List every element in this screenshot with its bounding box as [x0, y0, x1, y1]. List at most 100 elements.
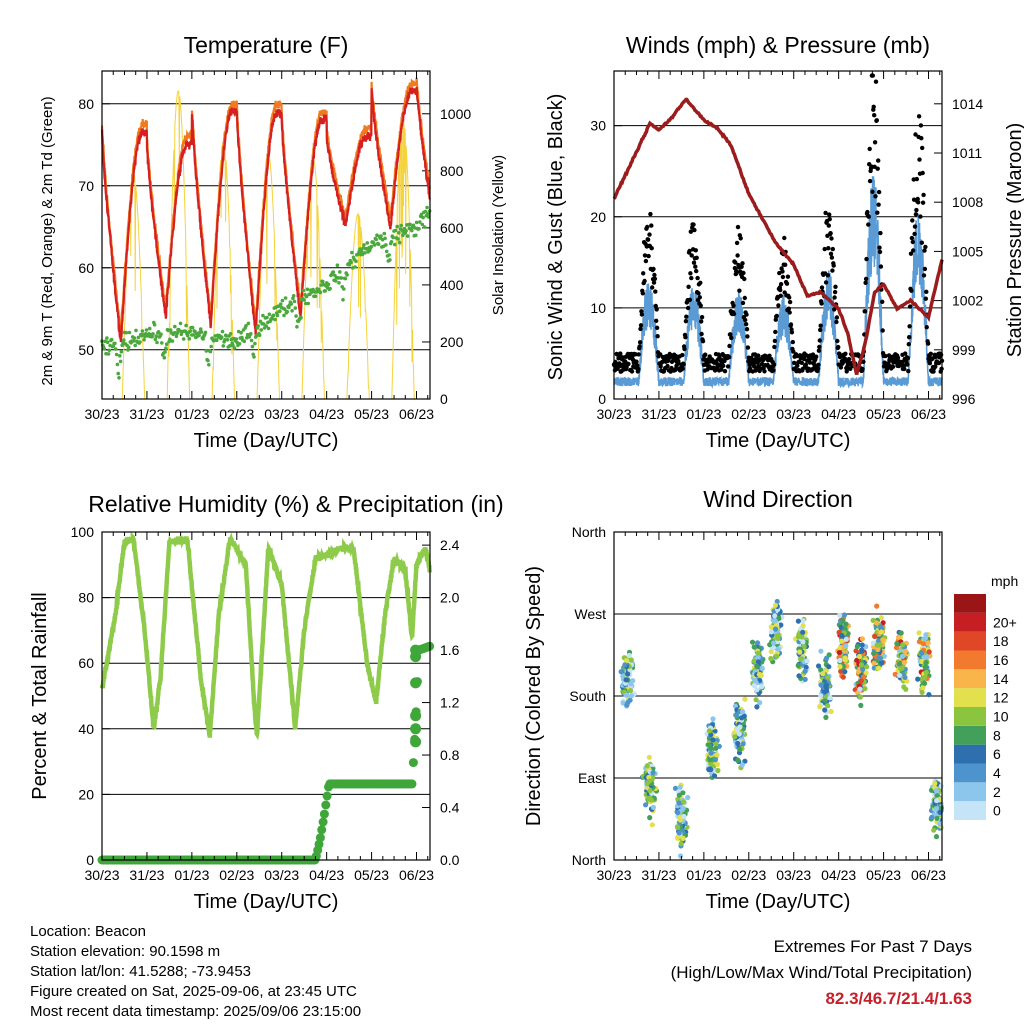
x-tick-label: 02/23 [731, 867, 766, 883]
direction-point [676, 830, 682, 836]
precip-point [410, 723, 422, 735]
plot-frame [101, 70, 431, 400]
gust-point [807, 360, 813, 365]
gust-point [699, 315, 705, 320]
x-tick-label: 02/23 [219, 867, 254, 883]
direction-point [919, 650, 925, 656]
dewpoint-point [170, 339, 175, 343]
x-tick-label: 02/23 [731, 406, 766, 422]
direction-point [734, 727, 740, 733]
dewpoint-point [295, 325, 299, 329]
direction-point [892, 671, 898, 677]
gust-point [778, 282, 784, 287]
direction-point [796, 673, 802, 679]
direction-point [824, 688, 830, 694]
gust-point [914, 176, 919, 182]
gust-point [698, 303, 703, 308]
dewpoint-point [393, 242, 397, 247]
direction-point [677, 784, 683, 791]
gust-point [652, 276, 658, 281]
dewpoint-point [374, 237, 379, 242]
gust-point [907, 324, 912, 329]
direction-point [881, 653, 887, 659]
y-tick-label: 0 [86, 852, 94, 868]
direction-point [923, 660, 929, 666]
direction-point [872, 633, 878, 640]
gust-point [795, 363, 800, 368]
direction-point [871, 660, 877, 667]
dewpoint-point [184, 323, 188, 328]
dewpoint-point [252, 355, 256, 359]
direction-point [757, 700, 763, 706]
gust-point [637, 344, 642, 349]
direction-point [897, 660, 904, 667]
x-tick-label: 31/23 [641, 406, 676, 422]
dewpoint-point [384, 243, 388, 247]
gust-point [790, 339, 795, 345]
dewpoint-point [221, 344, 226, 348]
gust-point [742, 276, 747, 282]
gust-point [740, 261, 745, 266]
gust-point [648, 211, 653, 217]
gust-point [872, 140, 878, 145]
dewpoint-point [134, 328, 138, 333]
direction-point [618, 669, 624, 675]
dewpoint-point [349, 260, 353, 265]
gust-point [737, 288, 742, 293]
gust-point [654, 318, 659, 323]
gust-point [866, 214, 871, 219]
direction-point [856, 653, 863, 660]
y-tick-label: 60 [78, 655, 94, 671]
precip-point [317, 825, 327, 835]
dewpoint-point [105, 340, 110, 345]
x-tick-label: 30/23 [596, 867, 631, 883]
gust-point [799, 360, 804, 365]
gust-point [923, 296, 928, 301]
x-tick-label: 30/23 [84, 867, 119, 883]
direction-point [898, 630, 904, 636]
dewpoint-point [107, 348, 112, 353]
y-tick-label: 0 [598, 391, 606, 407]
y-right-tick-label: 400 [440, 277, 464, 293]
direction-point [922, 680, 928, 686]
direction-point [843, 621, 849, 627]
direction-point [803, 664, 809, 670]
gust-point [818, 323, 823, 328]
gust-point [823, 280, 829, 285]
gust-point [743, 317, 748, 323]
direction-point [754, 640, 761, 646]
dewpoint-point [109, 337, 114, 342]
gust-point [693, 248, 698, 253]
colorbar: mph 0 2 4 6 8 10 12 14 16 18 20+ [954, 573, 1018, 820]
gust-point [695, 275, 700, 281]
direction-point [859, 642, 865, 648]
station-info: Location: Beacon Station elevation: 90.1… [30, 922, 361, 1022]
direction-point [759, 684, 765, 690]
direction-point [859, 636, 866, 642]
direction-point [924, 654, 930, 660]
direction-point [854, 657, 860, 663]
dewpoint-point [114, 352, 119, 357]
precip-point [410, 736, 422, 748]
dewpoint-point [354, 259, 358, 264]
dewpoint-point [155, 340, 159, 345]
direction-point [681, 813, 687, 820]
precip-point [318, 817, 328, 827]
y-right-tick-label: 999 [952, 342, 976, 358]
gust-point [924, 289, 929, 294]
y-tick-label: 20 [590, 209, 606, 225]
gust-point [787, 310, 792, 315]
direction-point [925, 640, 931, 646]
direction-point [710, 737, 716, 743]
x-tick-label: 31/23 [129, 867, 164, 883]
direction-point [818, 693, 824, 699]
dewpoint-point [283, 307, 287, 312]
direction-point [899, 665, 905, 671]
direction-point [647, 788, 653, 794]
gust-point [638, 323, 644, 328]
direction-point [823, 682, 830, 688]
colorbar-swatch [954, 801, 986, 820]
gust-point [831, 263, 836, 268]
gust-point [816, 362, 821, 367]
dewpoint-point [359, 249, 364, 253]
